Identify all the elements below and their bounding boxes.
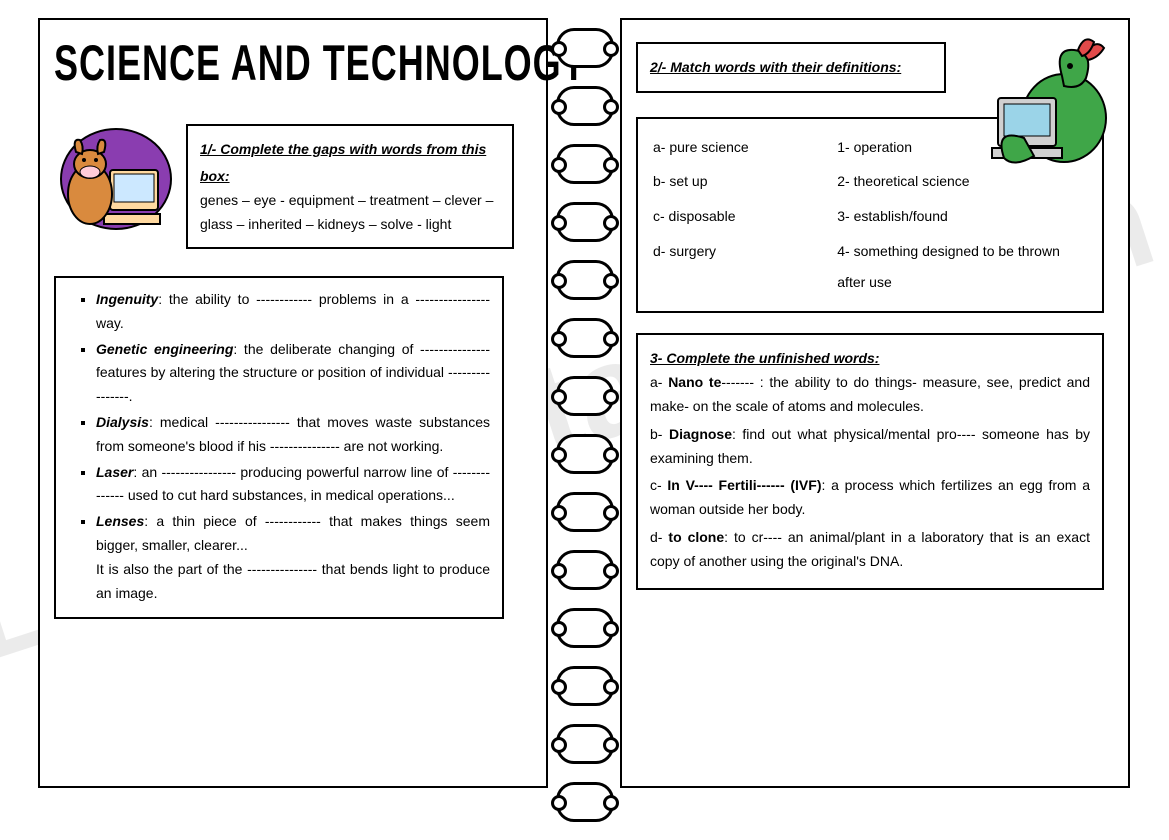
ex1-words: genes – eye - equipment – treatment – cl… — [200, 189, 500, 237]
worksheet-title: SCIENCE AND TECHNOLOGY — [54, 34, 532, 93]
right-page: 2/- Match words with their definitions: … — [620, 18, 1130, 788]
match-left: c- disposable — [652, 200, 834, 233]
ex1-item: Lenses: a thin piece of ------------ tha… — [96, 510, 490, 605]
left-page: SCIENCE AND TECHNOLOGY 1/- Complete the … — [38, 18, 548, 788]
ex1-item: Genetic engineering: the deliberate chan… — [96, 338, 490, 409]
ex2-instruction: 2/- Match words with their definitions: — [650, 54, 932, 81]
dragon-computer-icon — [984, 28, 1124, 170]
notebook-spiral — [556, 28, 612, 840]
match-left: a- pure science — [652, 131, 834, 164]
match-right: 2- theoretical science — [836, 165, 1088, 198]
match-left: b- set up — [652, 165, 834, 198]
cow-computer-icon — [54, 124, 178, 256]
ex3-item: c- In V---- Fertili------ (IVF): a proce… — [650, 474, 1090, 522]
ex1-item: Ingenuity: the ability to ------------ p… — [96, 288, 490, 336]
ex1-definitions-box: Ingenuity: the ability to ------------ p… — [54, 276, 504, 619]
ex1-item: Dialysis: medical ---------------- that … — [96, 411, 490, 459]
ex3-box: 3- Complete the unfinished words: a- Nan… — [636, 333, 1104, 590]
match-right: 3- establish/found — [836, 200, 1088, 233]
ex2-instruction-box: 2/- Match words with their definitions: — [636, 42, 946, 93]
ex3-item: d- to clone: to cr---- an animal/plant i… — [650, 526, 1090, 574]
ex1-item: Laser: an ---------------- producing pow… — [96, 461, 490, 509]
ex1-instruction: 1/- Complete the gaps with words from th… — [200, 136, 500, 189]
match-left: d- surgery — [652, 235, 834, 299]
ex3-item: b- Diagnose: find out what physical/ment… — [650, 423, 1090, 471]
ex3-item: a- Nano te------- : the ability to do th… — [650, 371, 1090, 419]
match-right: 4- something designed to be thrown after… — [836, 235, 1088, 299]
word-box: 1/- Complete the gaps with words from th… — [186, 124, 514, 249]
ex3-instruction: 3- Complete the unfinished words: — [650, 345, 1090, 372]
